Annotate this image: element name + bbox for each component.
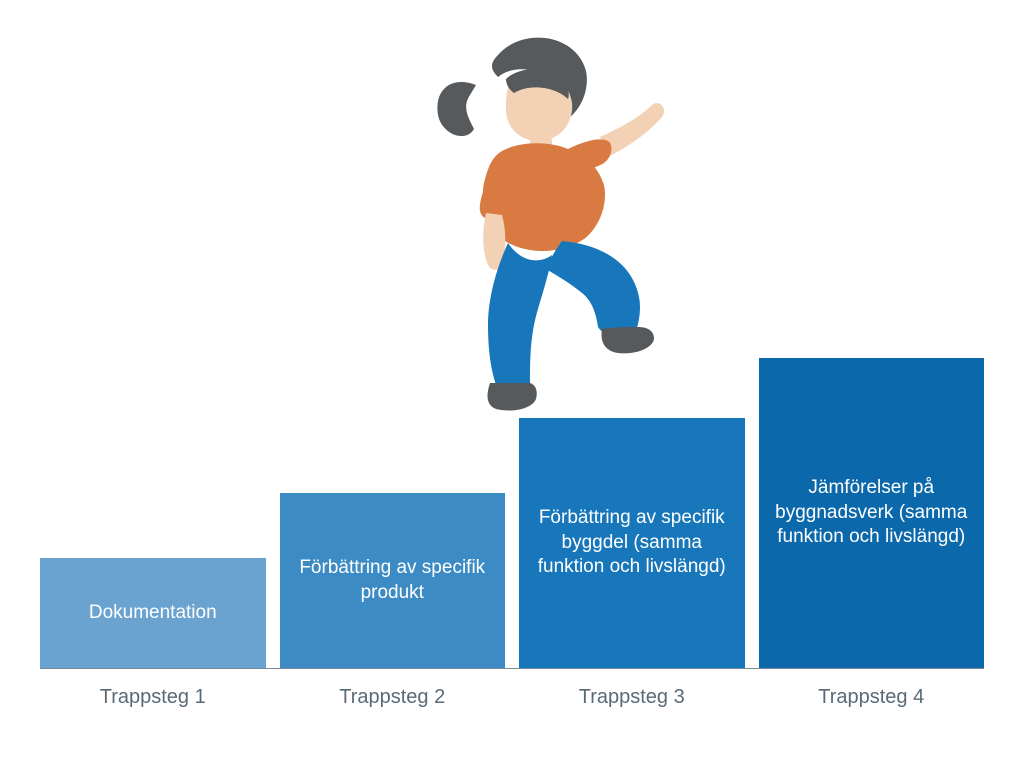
step-bar-2: Förbättring av specifik produkt: [280, 493, 506, 668]
labels-row: Trappsteg 1 Trappsteg 2 Trappsteg 3 Trap…: [40, 686, 984, 709]
bars-row: Dokumentation Förbättring av specifik pr…: [40, 358, 984, 669]
step-label-3: Trappsteg 3: [519, 686, 745, 709]
step-label-4: Trappsteg 4: [759, 686, 985, 709]
step-label-1: Trappsteg 1: [40, 686, 266, 709]
step-bar-text: Dokumentation: [89, 601, 217, 626]
step-chart: Dokumentation Förbättring av specifik pr…: [40, 17, 984, 717]
step-bar-1: Dokumentation: [40, 558, 266, 668]
shoe-right: [602, 327, 654, 353]
sleeve-right: [568, 139, 611, 169]
step-bar-text: Jämförelser på byggnadsverk (samma funkt…: [775, 476, 969, 550]
step-bar-text: Förbättring av specifik produkt: [296, 556, 490, 605]
step-label-2: Trappsteg 2: [280, 686, 506, 709]
pants-right-leg: [546, 241, 640, 337]
hair-ponytail: [437, 82, 476, 136]
step-bar-text: Förbättring av specifik byggdel (samma f…: [535, 506, 729, 580]
step-bar-3: Förbättring av specifik byggdel (samma f…: [519, 418, 745, 668]
step-bar-4: Jämförelser på byggnadsverk (samma funkt…: [759, 358, 985, 668]
